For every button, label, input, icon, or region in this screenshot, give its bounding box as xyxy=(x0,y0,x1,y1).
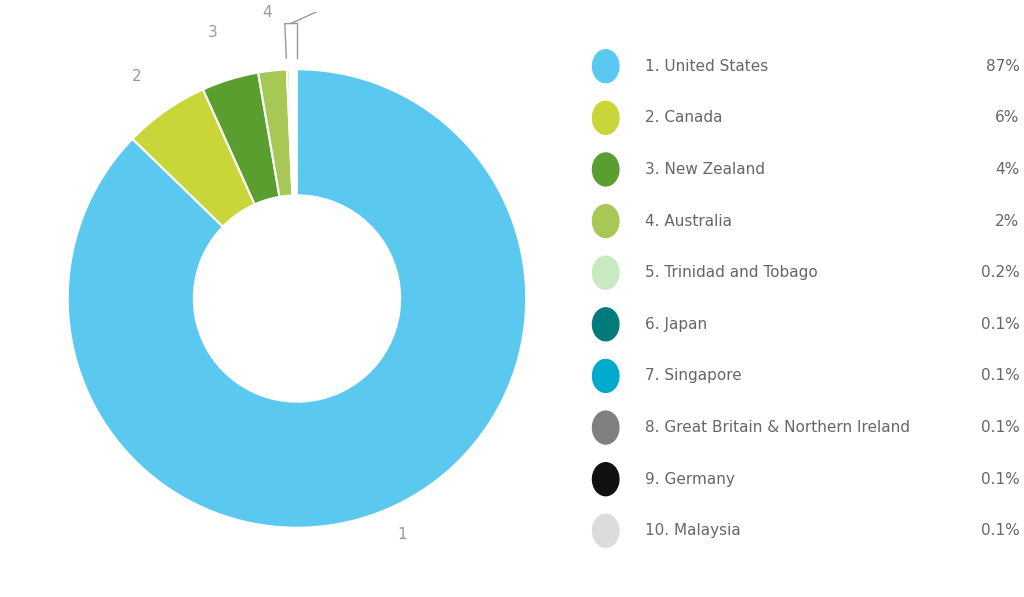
Circle shape xyxy=(593,411,618,444)
Text: 5. Trinidad and Tobago: 5. Trinidad and Tobago xyxy=(645,265,818,280)
Wedge shape xyxy=(203,73,280,204)
Circle shape xyxy=(593,463,618,496)
Text: 1. United States: 1. United States xyxy=(645,59,769,73)
Text: 6%: 6% xyxy=(995,110,1020,125)
Text: 6. Japan: 6. Japan xyxy=(645,317,708,332)
Text: 0.1%: 0.1% xyxy=(981,524,1020,538)
Wedge shape xyxy=(296,69,297,195)
Wedge shape xyxy=(294,69,296,195)
Circle shape xyxy=(593,153,618,186)
Text: 1: 1 xyxy=(397,528,407,543)
Text: 0.1%: 0.1% xyxy=(981,317,1020,332)
Wedge shape xyxy=(258,69,293,197)
Circle shape xyxy=(593,101,618,134)
Circle shape xyxy=(593,50,618,82)
Text: 0.1%: 0.1% xyxy=(981,368,1020,383)
Text: 10. Malaysia: 10. Malaysia xyxy=(645,524,741,538)
Text: 0.1%: 0.1% xyxy=(981,420,1020,435)
Text: 4%: 4% xyxy=(995,162,1020,177)
Text: 7. Singapore: 7. Singapore xyxy=(645,368,742,383)
Circle shape xyxy=(593,359,618,392)
Wedge shape xyxy=(287,69,294,195)
Wedge shape xyxy=(290,69,294,195)
Text: 4. Australia: 4. Australia xyxy=(645,214,732,229)
Circle shape xyxy=(593,256,618,289)
Circle shape xyxy=(593,205,618,238)
Text: 87%: 87% xyxy=(986,59,1020,73)
Text: 8. Great Britain & Northern Ireland: 8. Great Britain & Northern Ireland xyxy=(645,420,910,435)
Text: 0.1%: 0.1% xyxy=(981,472,1020,487)
Text: 3: 3 xyxy=(208,24,218,40)
Text: 9. Germany: 9. Germany xyxy=(645,472,735,487)
Text: 4: 4 xyxy=(262,5,271,20)
Text: 2. Canada: 2. Canada xyxy=(645,110,723,125)
Wedge shape xyxy=(291,69,295,195)
Text: 0.2%: 0.2% xyxy=(981,265,1020,280)
Text: 3. New Zealand: 3. New Zealand xyxy=(645,162,765,177)
Text: 2%: 2% xyxy=(995,214,1020,229)
Wedge shape xyxy=(68,69,526,528)
Circle shape xyxy=(593,515,618,547)
Circle shape xyxy=(593,308,618,341)
Wedge shape xyxy=(293,69,296,195)
Text: 2: 2 xyxy=(132,69,141,85)
Wedge shape xyxy=(132,90,255,227)
